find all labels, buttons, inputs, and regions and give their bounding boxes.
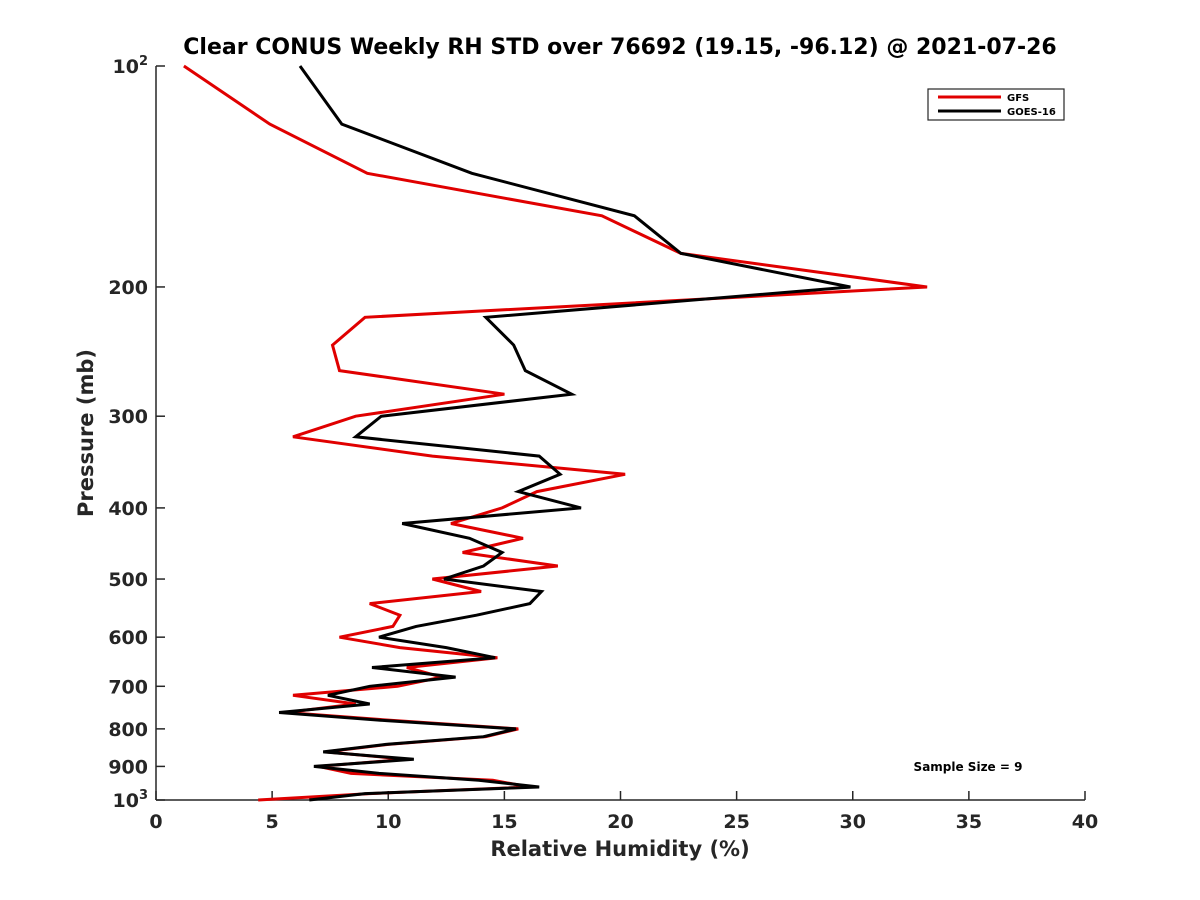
x-tick-label: 0	[149, 811, 162, 833]
y-tick-label: 500	[108, 569, 148, 591]
series-line-goes16	[278, 65, 851, 802]
x-tick-label: 5	[266, 811, 279, 833]
series-lines	[183, 64, 928, 802]
series-line-gfs	[183, 64, 928, 802]
legend: GFS GOES-16	[927, 88, 1065, 121]
plot-area: 0 5 10 15 20 25 30 35 40 102 200 300 400 500 600 700 80…	[108, 54, 1098, 833]
y-tick-label: 300	[108, 406, 148, 428]
x-tick-label: 25	[723, 811, 749, 833]
x-tick-label: 40	[1072, 811, 1098, 833]
y-ticks: 102 200 300 400 500 600 700 800 900 103	[108, 54, 165, 812]
y-tick-label: 900	[108, 756, 148, 778]
x-axis-label: Relative Humidity (%)	[490, 837, 749, 861]
x-tick-label: 15	[491, 811, 517, 833]
x-tick-label: 10	[375, 811, 401, 833]
y-axis-label: Pressure (mb)	[74, 349, 98, 517]
y-tick-label: 103	[113, 788, 149, 812]
y-tick-label: 200	[108, 277, 148, 299]
y-tick-label: 102	[113, 54, 149, 78]
x-tick-label: 30	[840, 811, 866, 833]
legend-label-gfs: GFS	[1007, 93, 1029, 104]
y-tick-label: 600	[108, 627, 148, 649]
legend-box	[927, 88, 1065, 121]
chart-title: Clear CONUS Weekly RH STD over 76692 (19…	[183, 35, 1056, 60]
y-tick-label: 700	[108, 676, 148, 698]
y-tick-label: 400	[108, 498, 148, 520]
sample-size-annotation: Sample Size = 9	[914, 760, 1023, 774]
legend-label-goes16: GOES-16	[1007, 107, 1056, 118]
y-tick-label: 800	[108, 719, 148, 741]
x-tick-label: 20	[607, 811, 633, 833]
x-ticks: 0 5 10 15 20 25 30 35 40	[149, 791, 1098, 833]
x-tick-label: 35	[956, 811, 982, 833]
